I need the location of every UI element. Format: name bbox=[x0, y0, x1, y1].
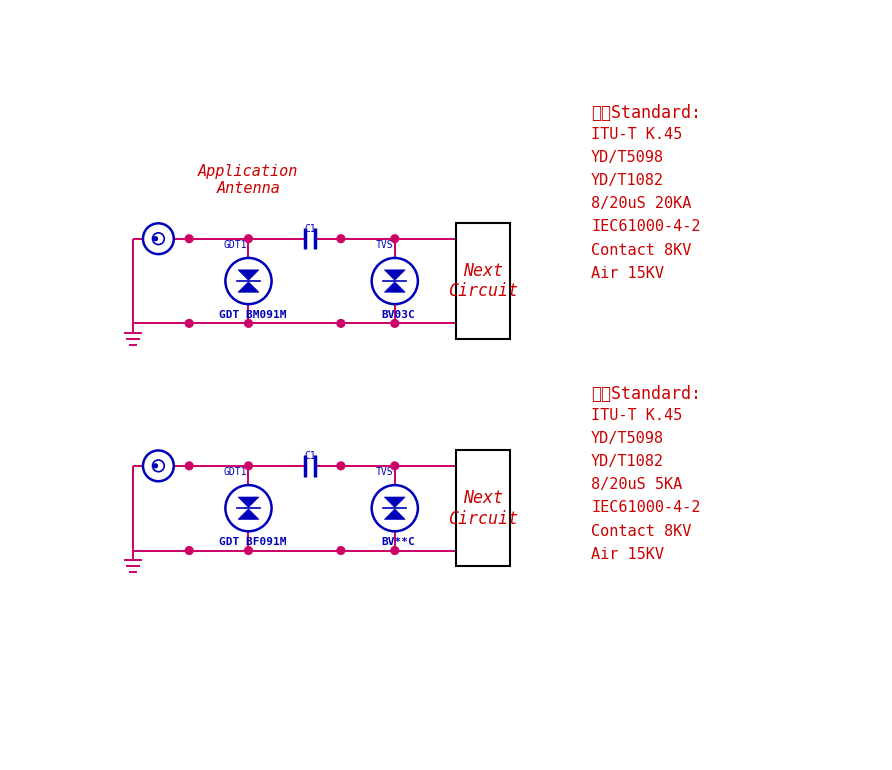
Text: IEC61000-4-2: IEC61000-4-2 bbox=[591, 500, 700, 515]
Text: Next
Circuit: Next Circuit bbox=[449, 489, 518, 527]
Circle shape bbox=[153, 237, 157, 240]
Text: TVS: TVS bbox=[376, 467, 393, 477]
Text: 8/20uS 20KA: 8/20uS 20KA bbox=[591, 196, 691, 211]
Text: Air 15KV: Air 15KV bbox=[591, 547, 665, 561]
Polygon shape bbox=[238, 270, 259, 280]
Text: GDT BM091M: GDT BM091M bbox=[219, 310, 286, 320]
Circle shape bbox=[244, 235, 252, 243]
Bar bbox=[457, 223, 510, 339]
Text: YD/T1082: YD/T1082 bbox=[591, 173, 665, 188]
Circle shape bbox=[391, 462, 399, 470]
Text: BV**C: BV**C bbox=[382, 537, 416, 547]
Text: 8/20uS 5KA: 8/20uS 5KA bbox=[591, 477, 682, 492]
Text: Contact 8KV: Contact 8KV bbox=[591, 524, 691, 538]
Text: 屋外Standard:: 屋外Standard: bbox=[591, 104, 701, 122]
Text: GDT1: GDT1 bbox=[223, 240, 247, 250]
Circle shape bbox=[186, 235, 193, 243]
Bar bbox=[457, 450, 510, 566]
Circle shape bbox=[391, 547, 399, 554]
Text: TVS: TVS bbox=[376, 240, 393, 250]
Circle shape bbox=[391, 320, 399, 327]
Circle shape bbox=[186, 547, 193, 554]
Text: YD/T5098: YD/T5098 bbox=[591, 150, 665, 165]
Polygon shape bbox=[384, 282, 405, 292]
Text: C1: C1 bbox=[304, 451, 316, 461]
Circle shape bbox=[337, 235, 344, 243]
Polygon shape bbox=[384, 270, 405, 280]
Circle shape bbox=[244, 547, 252, 554]
Text: Contact 8KV: Contact 8KV bbox=[591, 243, 691, 257]
Circle shape bbox=[244, 320, 252, 327]
Text: Application
Antenna: Application Antenna bbox=[198, 164, 299, 196]
Text: Next
Circuit: Next Circuit bbox=[449, 262, 518, 300]
Circle shape bbox=[337, 547, 344, 554]
Circle shape bbox=[153, 464, 157, 468]
Text: BV03C: BV03C bbox=[382, 310, 416, 320]
Text: ITU-T K.45: ITU-T K.45 bbox=[591, 127, 682, 142]
Text: 屋内Standard:: 屋内Standard: bbox=[591, 385, 701, 403]
Polygon shape bbox=[384, 497, 405, 507]
Polygon shape bbox=[238, 282, 259, 292]
Circle shape bbox=[186, 320, 193, 327]
Text: YD/T1082: YD/T1082 bbox=[591, 454, 665, 469]
Text: YD/T5098: YD/T5098 bbox=[591, 431, 665, 446]
Text: Air 15KV: Air 15KV bbox=[591, 266, 665, 280]
Polygon shape bbox=[238, 497, 259, 507]
Text: GDT1: GDT1 bbox=[223, 467, 247, 477]
Circle shape bbox=[391, 235, 399, 243]
Circle shape bbox=[244, 462, 252, 470]
Polygon shape bbox=[238, 509, 259, 520]
Circle shape bbox=[337, 462, 344, 470]
Circle shape bbox=[186, 462, 193, 470]
Text: C1: C1 bbox=[304, 224, 316, 234]
Polygon shape bbox=[384, 509, 405, 520]
Text: IEC61000-4-2: IEC61000-4-2 bbox=[591, 219, 700, 234]
Circle shape bbox=[337, 320, 344, 327]
Text: GDT BF091M: GDT BF091M bbox=[219, 537, 286, 547]
Text: ITU-T K.45: ITU-T K.45 bbox=[591, 408, 682, 423]
